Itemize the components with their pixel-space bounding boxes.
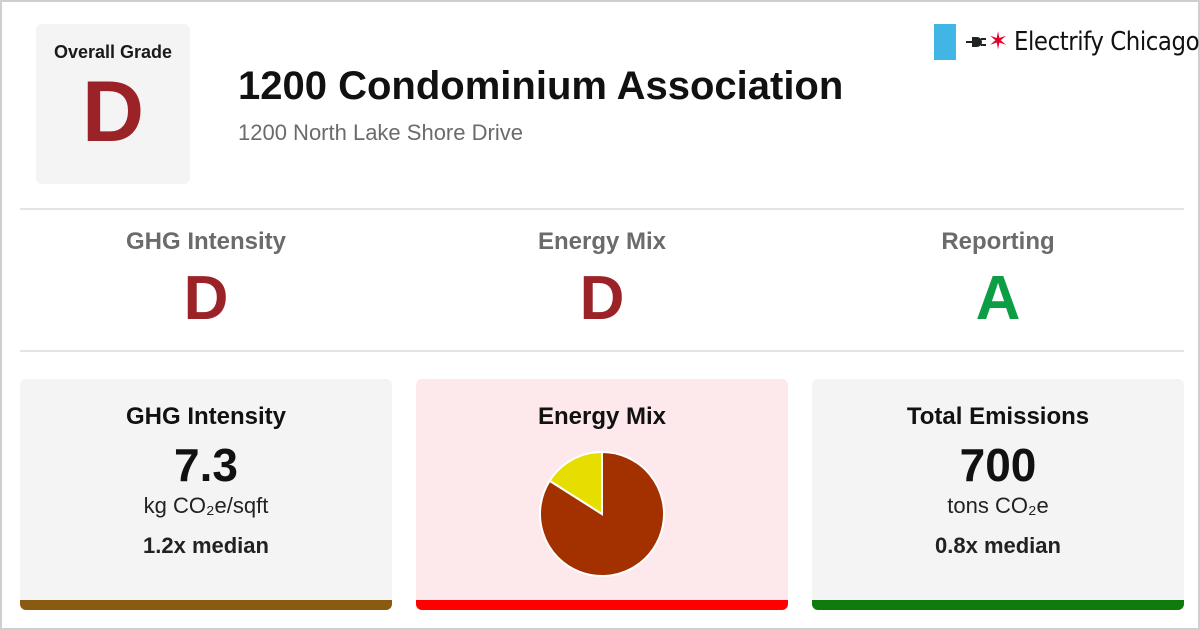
subgrade-reporting: Reporting A xyxy=(812,228,1184,330)
divider-top xyxy=(20,208,1184,210)
building-name: 1200 Condominium Association xyxy=(238,64,844,108)
subgrade-ghg-label: GHG Intensity xyxy=(125,228,287,255)
emissions-card-title: Total Emissions xyxy=(906,403,1090,430)
emissions-card-value: 700 xyxy=(959,439,1037,491)
ghg-card-median: 1.2x median xyxy=(143,533,269,558)
ghg-card-value: 7.3 xyxy=(174,439,238,491)
ghg-card-title: GHG Intensity xyxy=(125,403,287,430)
subgrade-reporting-grade: A xyxy=(975,264,1021,333)
pie-slice-1 xyxy=(548,450,603,516)
subgrade-reporting-label: Reporting xyxy=(941,228,1055,255)
subgrade-energy-mix-grade: D xyxy=(579,264,625,333)
divider-bottom xyxy=(20,350,1184,352)
emissions-card-bar xyxy=(812,600,1184,610)
chicago-flag-stripe-icon xyxy=(934,24,956,60)
energy-mix-pie xyxy=(539,450,665,577)
ghg-card-unit: kg CO₂e/sqft xyxy=(143,493,269,518)
emissions-card-median: 0.8x median xyxy=(935,533,1061,558)
ghg-intensity-card: GHG Intensity 7.3 kg CO₂e/sqft 1.2x medi… xyxy=(20,379,392,610)
brand-name: Electrify Chicago xyxy=(1014,27,1200,57)
subgrade-energy-mix-label: Energy Mix xyxy=(537,228,667,255)
subgrade-ghg-grade: D xyxy=(183,264,229,333)
overall-grade-box: Overall Grade D xyxy=(36,24,190,184)
subgrade-energy-mix: Energy Mix D xyxy=(416,228,788,330)
ghg-card-bar xyxy=(20,600,392,610)
mix-card-bar xyxy=(416,600,788,610)
total-emissions-card: Total Emissions 700 tons CO₂e 0.8x media… xyxy=(812,379,1184,610)
mix-card-title: Energy Mix xyxy=(537,403,667,430)
plug-icon xyxy=(966,37,986,47)
brand-logo[interactable]: ✶ Electrify Chicago xyxy=(934,24,1200,60)
energy-mix-card: Energy Mix xyxy=(416,379,788,610)
overall-grade-label: Overall Grade xyxy=(53,42,173,62)
red-star-icon: ✶ xyxy=(988,28,1009,55)
overall-grade-letter: D xyxy=(81,64,145,160)
subgrade-ghg: GHG Intensity D xyxy=(20,228,392,330)
building-address: 1200 North Lake Shore Drive xyxy=(238,120,523,145)
emissions-card-unit: tons CO₂e xyxy=(947,493,1049,518)
